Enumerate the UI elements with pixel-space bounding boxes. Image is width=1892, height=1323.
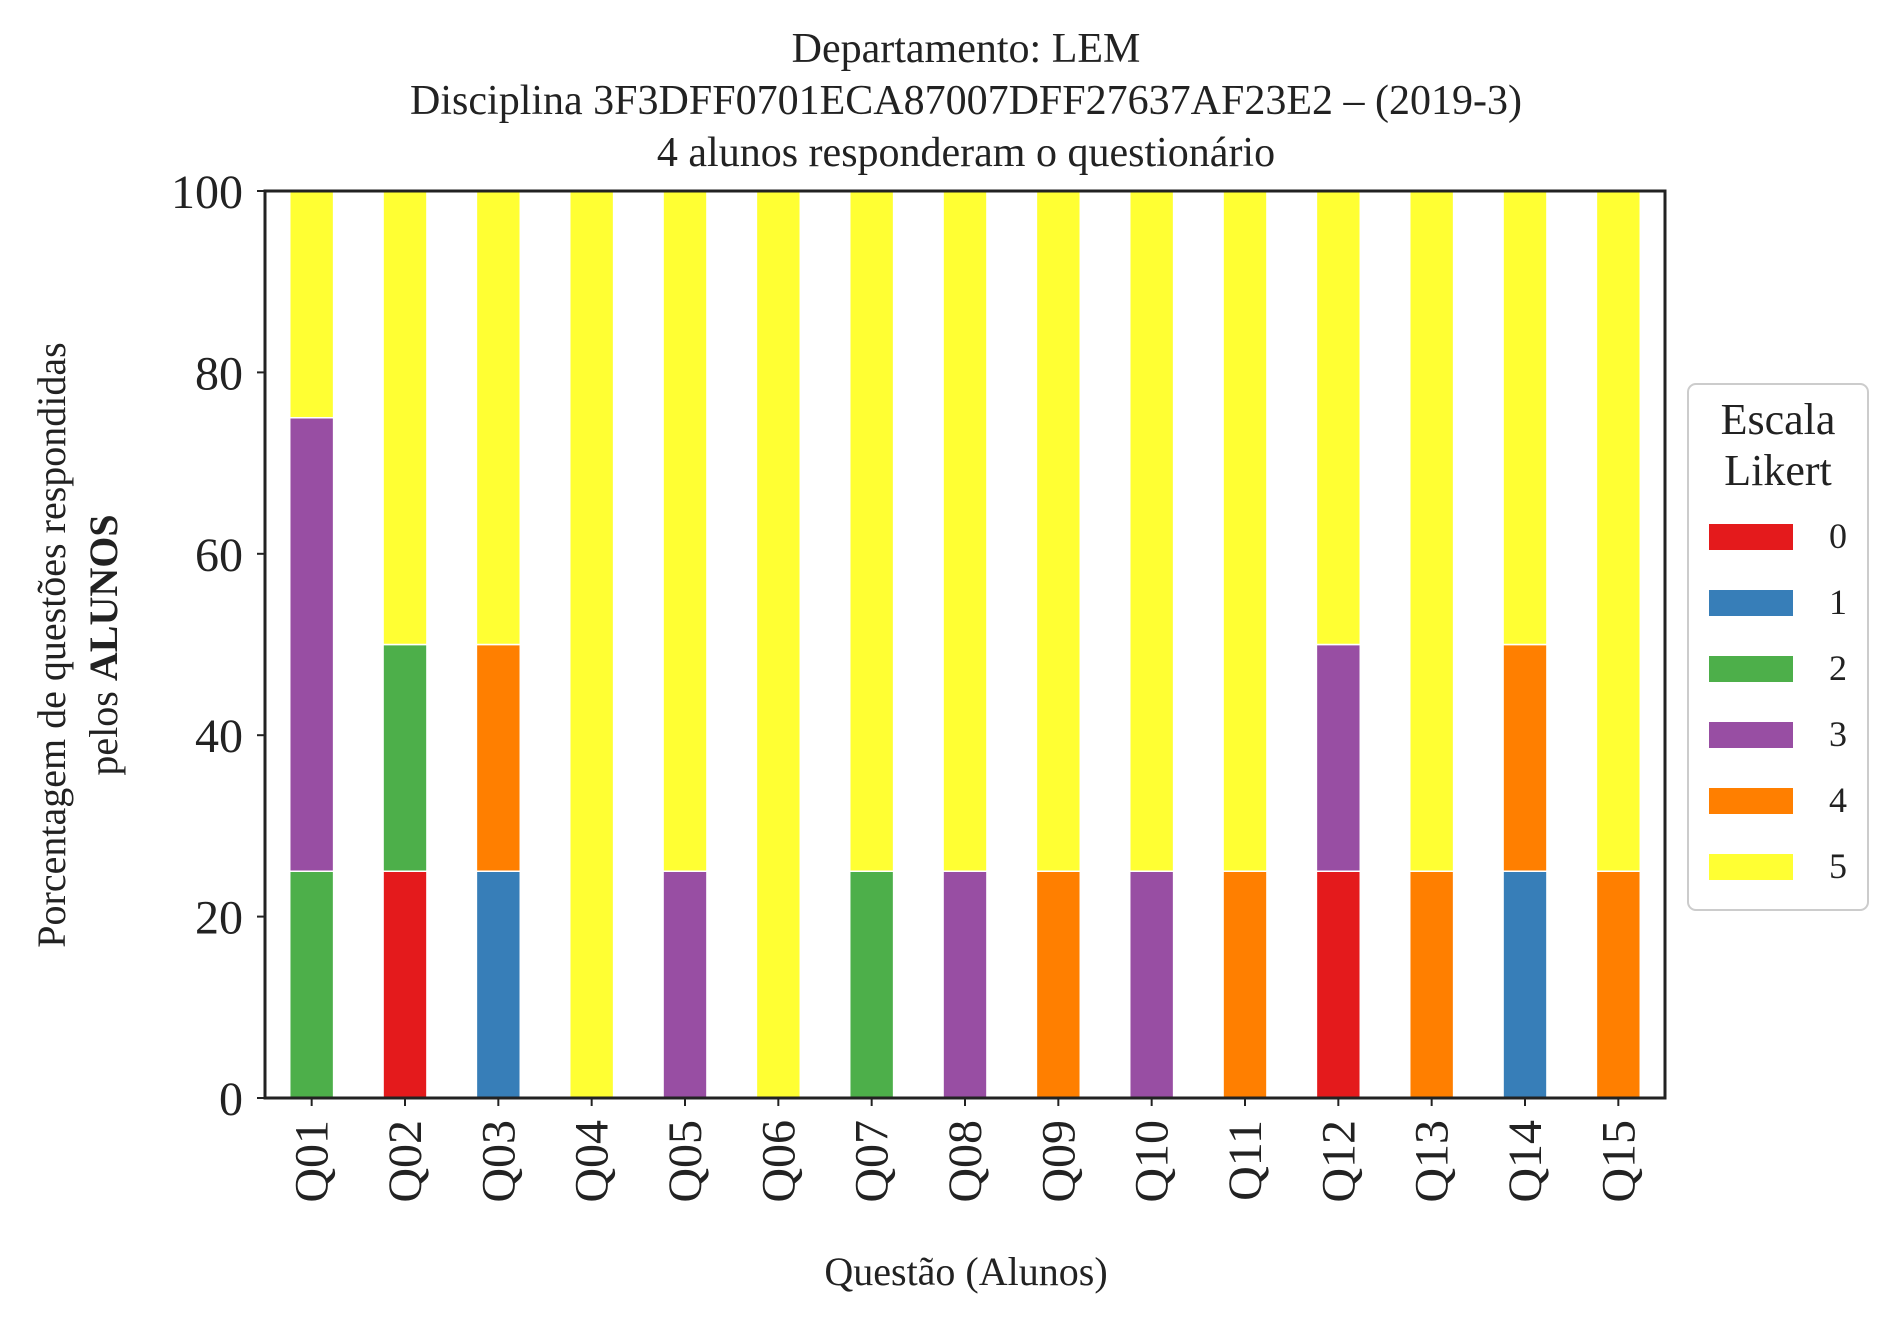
legend-label-3: 3 [1829,714,1847,754]
legend-items: 0 1 2 3 4 5 [1709,516,1847,886]
bar-Q13-level-5 [1408,190,1455,872]
bar-Q09-level-4 [1035,870,1082,1099]
legend-swatch-5 [1709,854,1793,880]
x-tick-label-Q07: Q07 [846,1120,899,1203]
x-tick-label-Q02: Q02 [379,1120,432,1203]
bar-Q07-level-2 [848,870,895,1099]
bar-Q11-level-5 [1222,190,1268,872]
bar-Q02-level-0 [382,870,428,1099]
bar-Q01-level-3 [288,417,335,872]
bar-Q06-level-5 [755,190,802,1099]
y-axis-label-line-2: pelos ALUNOS [81,514,126,775]
legend-swatch-3 [1709,722,1793,748]
y-tick-label-100: 100 [171,166,243,219]
x-tick-label-Q09: Q09 [1032,1120,1085,1203]
y-tick-label-80: 80 [195,347,243,400]
y-tick-label-60: 60 [195,529,243,582]
bar-Q07-level-5 [848,190,895,872]
bar-Q11-level-4 [1222,870,1268,1099]
x-tick-label-Q11: Q11 [1219,1120,1272,1201]
x-tick-label-Q03: Q03 [472,1120,525,1203]
y-tick-label-0: 0 [219,1073,243,1126]
bar-Q10-level-5 [1128,190,1175,872]
legend-swatch-2 [1709,656,1793,682]
bar-Q14-level-4 [1502,643,1548,872]
bar-Q03-level-1 [475,870,522,1099]
bar-Q05-level-3 [662,870,708,1099]
legend-label-5: 5 [1829,846,1847,886]
x-tick-label-Q01: Q01 [286,1120,339,1203]
x-tick-label-Q13: Q13 [1406,1120,1459,1203]
legend-swatch-0 [1709,524,1793,550]
legend-box [1687,383,1869,911]
bar-Q08-level-5 [942,190,988,872]
x-tick-label-Q14: Q14 [1499,1120,1552,1203]
bar-Q01-level-5 [288,190,335,419]
legend-swatch-1 [1709,590,1793,616]
bar-Q12-level-3 [1315,643,1362,872]
chart-title-line-2: Disciplina 3F3DFF0701ECA87007DFF27637AF2… [410,78,1522,124]
y-axis-label-prefix: pelos [81,681,126,775]
legend-label-0: 0 [1829,516,1847,556]
x-ticks: Q01 Q02 Q03 Q04 Q05 Q06 Q07 Q08 Q09 Q10 Q11 Q12 Q13 Q… [286,1098,1645,1203]
bar-Q03-level-5 [475,190,522,646]
x-tick-label-Q15: Q15 [1592,1120,1645,1203]
bar-Q14-level-1 [1502,870,1548,1099]
bar-Q09-level-5 [1035,190,1082,872]
legend-title-line-2: Likert [1724,446,1832,495]
y-axis-label-bold: ALUNOS [81,514,126,681]
legend-title-line-1: Escala [1721,395,1836,444]
bar-Q02-level-5 [382,190,428,646]
x-tick-label-Q08: Q08 [939,1120,992,1203]
bar-Q08-level-3 [942,870,988,1099]
bar-Q14-level-5 [1502,190,1548,646]
bar-Q02-level-2 [382,643,428,872]
bar-Q01-level-2 [288,870,335,1099]
bar-Q12-level-0 [1315,870,1362,1099]
y-tick-label-20: 20 [195,892,243,945]
bar-Q05-level-5 [662,190,708,872]
y-ticks: 0 20 40 60 80 100 [171,166,265,1126]
x-tick-label-Q05: Q05 [659,1120,712,1203]
x-tick-label-Q12: Q12 [1312,1120,1365,1203]
plot-frame [263,189,1667,1100]
bar-Q10-level-3 [1128,870,1175,1099]
legend-label-1: 1 [1829,582,1847,622]
chart-title-line-3: 4 alunos responderam o questionário [657,130,1275,176]
bar-Q04-level-5 [568,190,615,1099]
x-axis-label: Questão (Alunos) [824,1249,1107,1294]
bar-Q12-level-5 [1315,190,1362,646]
bar-Q03-level-4 [475,643,522,872]
bar-Q15-level-4 [1595,870,1642,1099]
legend-label-2: 2 [1829,648,1847,688]
legend-label-4: 4 [1829,780,1847,820]
bar-Q13-level-4 [1408,870,1455,1099]
bar-Q15-level-5 [1595,190,1642,872]
x-tick-label-Q04: Q04 [566,1120,619,1203]
legend-swatch-4 [1709,788,1793,814]
y-axis-label-line-1: Porcentagem de questões respondidas [29,342,74,947]
bars-layer [288,190,1642,1099]
chart-title-line-1: Departamento: LEM [792,26,1141,72]
legend: Escala Likert 0 1 2 3 4 5 [1687,383,1869,911]
x-tick-label-Q10: Q10 [1126,1120,1179,1203]
y-tick-label-40: 40 [195,710,243,763]
x-tick-label-Q06: Q06 [752,1120,805,1203]
